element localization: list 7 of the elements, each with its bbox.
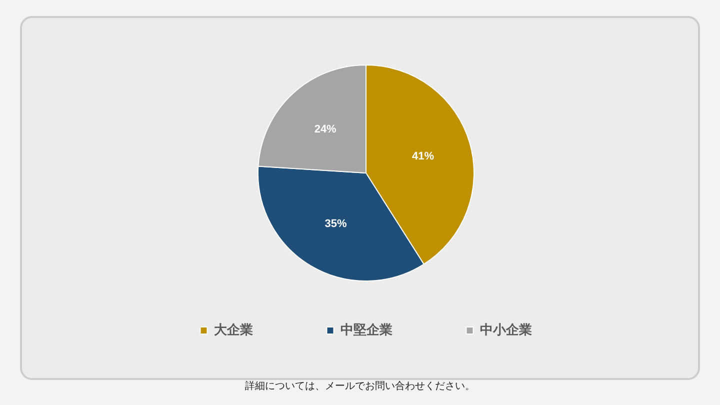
- data-label: 24%: [314, 124, 337, 136]
- legend-label: 中小企業: [480, 322, 532, 338]
- legend-label: 大企業: [214, 322, 253, 338]
- data-label: 35%: [324, 218, 347, 230]
- legend-label: 中堅企業: [340, 322, 392, 338]
- text: 詳細については、メールでお問い合わせください。: [244, 380, 476, 394]
- data-label: 41%: [412, 150, 434, 162]
